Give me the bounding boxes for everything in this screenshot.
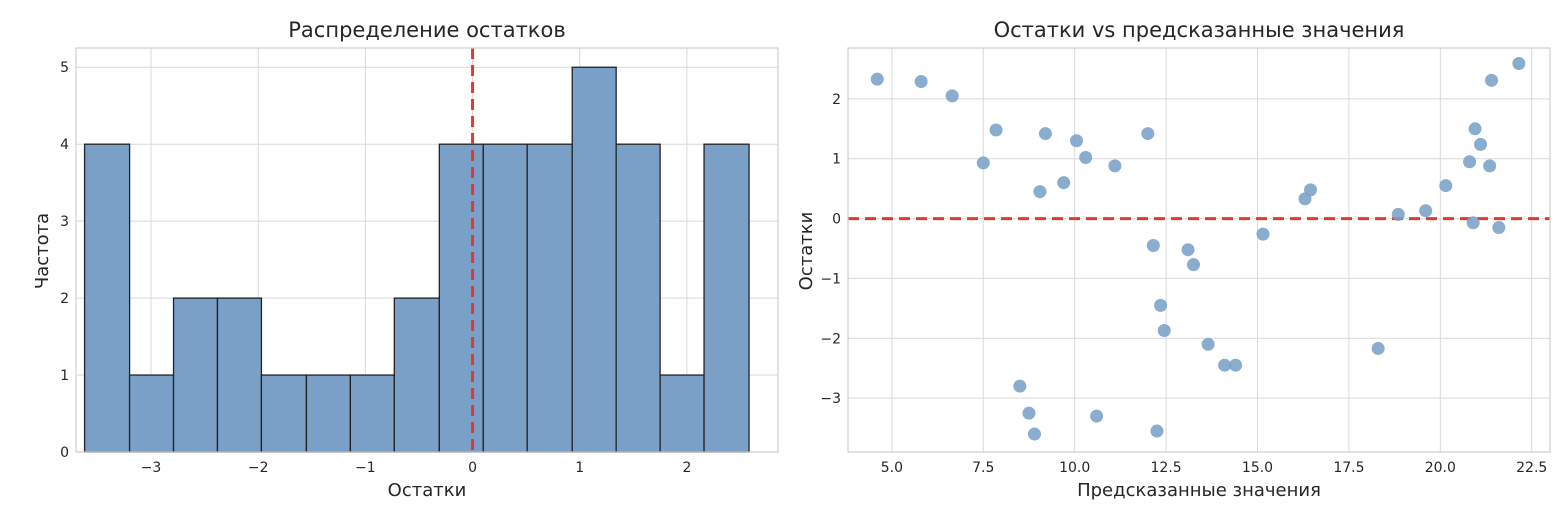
scatter-point bbox=[1391, 207, 1405, 221]
y-tick-label: −3 bbox=[820, 391, 841, 407]
histogram-bar bbox=[526, 143, 573, 453]
y-tick-label: −1 bbox=[820, 271, 841, 287]
histogram-x-label: Остатки bbox=[388, 480, 467, 501]
x-tick-label: 22.5 bbox=[1516, 460, 1547, 476]
scatter-point bbox=[1512, 57, 1526, 71]
scatter-point bbox=[1419, 204, 1433, 218]
y-tick-label: 2 bbox=[60, 291, 69, 307]
x-tick-label: 10.0 bbox=[1059, 460, 1090, 476]
histogram-panel: Распределение остатков Остатки Частота −… bbox=[32, 18, 779, 501]
scatter-panel: Остатки vs предсказанные значения Предск… bbox=[796, 18, 1551, 501]
histogram-bar bbox=[172, 297, 219, 453]
scatter-point bbox=[1492, 221, 1506, 235]
histogram-bar bbox=[659, 374, 705, 453]
scatter-point bbox=[1468, 122, 1482, 136]
histogram-bar bbox=[393, 297, 440, 453]
scatter-point bbox=[1027, 427, 1041, 441]
x-tick-label: 2 bbox=[682, 460, 691, 476]
histogram-bar bbox=[305, 374, 352, 453]
y-tick-label: 3 bbox=[60, 214, 69, 230]
scatter-point bbox=[1304, 183, 1318, 197]
x-tick-label: 17.5 bbox=[1333, 460, 1364, 476]
x-tick-label: −2 bbox=[248, 460, 269, 476]
scatter-y-label: Остатки bbox=[796, 212, 817, 291]
x-tick-label: 15.0 bbox=[1242, 460, 1273, 476]
x-tick-label: 7.5 bbox=[972, 460, 994, 476]
y-tick-label: −2 bbox=[820, 331, 841, 347]
scatter-point bbox=[1439, 179, 1453, 193]
y-tick-label: 2 bbox=[832, 92, 841, 108]
y-tick-label: 1 bbox=[832, 152, 841, 168]
histogram-title: Распределение остатков bbox=[288, 18, 565, 42]
histogram-bar bbox=[260, 374, 308, 453]
scatter-point bbox=[1141, 127, 1155, 141]
scatter-ticks: 5.0 7.5 10.0 12.5 15.0 17.5 20.0 22.5 −3 −2 −1 0 1 2 bbox=[820, 92, 1547, 476]
y-tick-label: 5 bbox=[60, 60, 69, 76]
histogram-plot-frame bbox=[75, 47, 779, 453]
scatter-point bbox=[1485, 73, 1498, 87]
x-tick-label: −1 bbox=[355, 460, 376, 476]
scatter-point bbox=[1463, 155, 1477, 169]
histogram-bar bbox=[615, 143, 661, 453]
scatter-point bbox=[1201, 337, 1215, 351]
x-tick-label: 0 bbox=[468, 460, 477, 476]
scatter-point bbox=[1218, 358, 1232, 372]
scatter-point bbox=[1371, 341, 1385, 355]
y-tick-label: 0 bbox=[832, 212, 841, 228]
scatter-point bbox=[1022, 406, 1036, 420]
x-tick-label: 12.5 bbox=[1151, 460, 1182, 476]
histogram-bar bbox=[349, 374, 395, 453]
scatter-point bbox=[1187, 258, 1201, 272]
y-tick-label: 4 bbox=[60, 137, 69, 153]
histogram-bar bbox=[703, 143, 750, 453]
scatter-point bbox=[1483, 159, 1497, 173]
scatter-point bbox=[1466, 216, 1480, 230]
scatter-point bbox=[945, 89, 959, 103]
scatter-point bbox=[1154, 298, 1168, 312]
scatter-point bbox=[1181, 243, 1195, 257]
scatter-point bbox=[1157, 324, 1171, 338]
scatter-point bbox=[1013, 379, 1027, 393]
histogram-bar bbox=[482, 143, 528, 453]
scatter-point bbox=[1057, 176, 1071, 190]
x-tick-label: 5.0 bbox=[881, 460, 903, 476]
scatter-point bbox=[1090, 409, 1104, 423]
scatter-point bbox=[976, 156, 990, 170]
scatter-plot-frame bbox=[847, 47, 1551, 453]
scatter-x-label: Предсказанные значения bbox=[1077, 480, 1321, 501]
histogram-y-label: Частота bbox=[32, 213, 53, 289]
x-tick-label: 20.0 bbox=[1425, 460, 1456, 476]
scatter-point bbox=[1070, 134, 1084, 148]
scatter-point bbox=[914, 75, 928, 89]
scatter-point bbox=[1150, 424, 1164, 438]
histogram-bar bbox=[216, 297, 263, 453]
y-tick-label: 1 bbox=[60, 368, 69, 384]
x-tick-label: 1 bbox=[575, 460, 584, 476]
scatter-point bbox=[1474, 137, 1488, 151]
histogram-bar bbox=[438, 143, 484, 453]
scatter-point bbox=[1229, 358, 1243, 372]
scatter-point bbox=[1108, 159, 1122, 173]
scatter-point bbox=[1079, 151, 1093, 165]
scatter-point bbox=[1256, 227, 1270, 241]
scatter-point bbox=[989, 123, 1003, 137]
histogram-ticks: −3 −2 −1 0 1 2 0 1 2 3 4 5 bbox=[60, 60, 691, 476]
histogram-bar bbox=[571, 66, 617, 453]
scatter-point bbox=[1146, 239, 1160, 253]
scatter-point bbox=[1038, 127, 1052, 141]
scatter-grid bbox=[848, 48, 1550, 452]
y-tick-label: 0 bbox=[60, 445, 69, 461]
scatter-point bbox=[870, 72, 884, 86]
scatter-points bbox=[870, 57, 1526, 441]
histogram-bars bbox=[83, 66, 750, 453]
histogram-bar bbox=[128, 374, 175, 453]
histogram-bar bbox=[83, 143, 131, 453]
x-tick-label: −3 bbox=[141, 460, 162, 476]
scatter-point bbox=[1033, 185, 1047, 199]
scatter-title: Остатки vs предсказанные значения bbox=[994, 18, 1405, 42]
